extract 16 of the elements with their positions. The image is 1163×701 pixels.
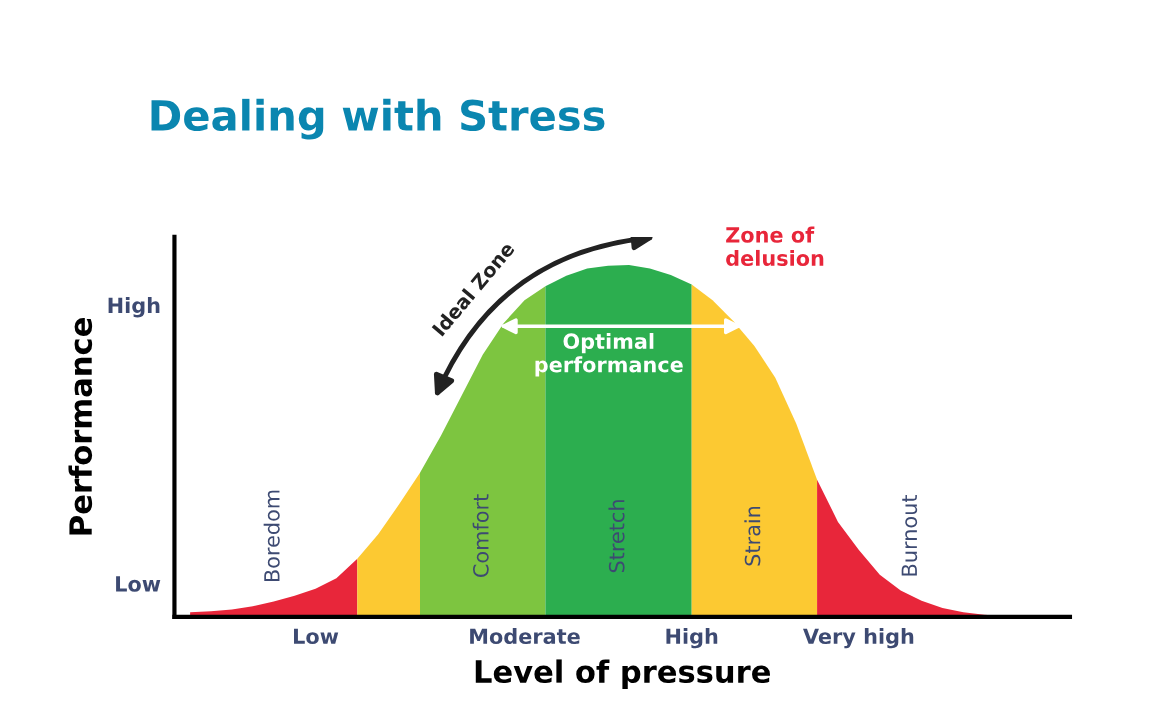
series-label: Comfort [472, 494, 489, 577]
text: Low [116, 576, 161, 592]
x-tick-label: Very high [803, 627, 914, 649]
text: Burnout [901, 494, 918, 576]
x-tick-label: High [666, 627, 718, 649]
text: High [108, 297, 160, 318]
text: Boredom [263, 490, 280, 582]
series-label: Stretch [608, 500, 625, 573]
chart-title: Dealing with Stress [151, 98, 605, 140]
x-tick-label: Low [294, 628, 339, 645]
y-axis-title: Performance [68, 318, 93, 535]
x-tick-label: Moderate [470, 627, 580, 645]
series-label: Strain [744, 506, 761, 566]
x-axis-title: Level of pressure [475, 659, 770, 689]
annotation: Zone of delusion [726, 226, 824, 267]
annotation: Optimal performance [535, 332, 683, 377]
